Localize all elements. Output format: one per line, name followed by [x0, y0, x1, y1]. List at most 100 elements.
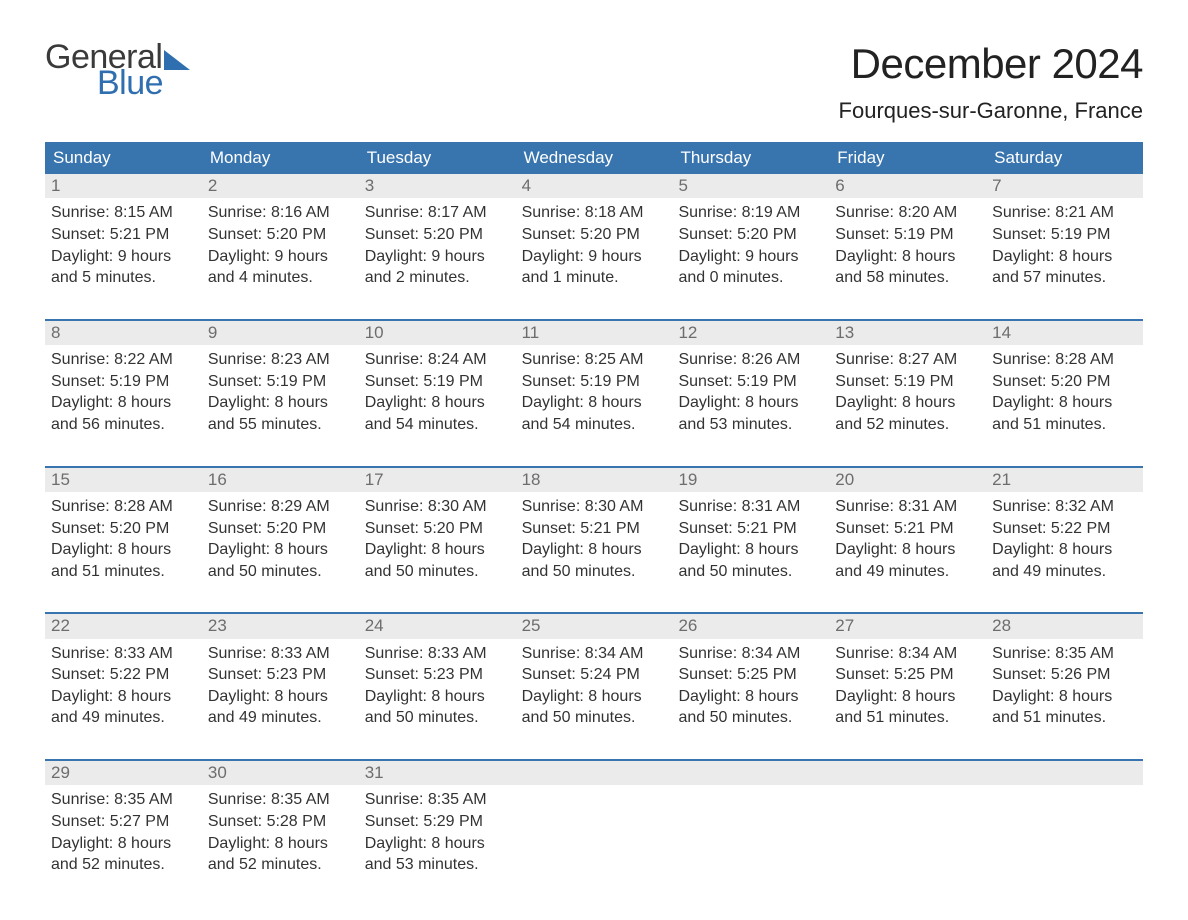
calendar-day: 7Sunrise: 8:21 AMSunset: 5:19 PMDaylight… — [986, 174, 1143, 293]
sunrise-line: Sunrise: 8:22 AM — [51, 349, 196, 371]
sunrise-line: Sunrise: 8:35 AM — [365, 789, 510, 811]
calendar-week: 29Sunrise: 8:35 AMSunset: 5:27 PMDayligh… — [45, 759, 1143, 880]
day-number: 22 — [45, 614, 202, 638]
day-details — [672, 785, 829, 793]
day-number: 2 — [202, 174, 359, 198]
day-number: 20 — [829, 468, 986, 492]
calendar-day: 11Sunrise: 8:25 AMSunset: 5:19 PMDayligh… — [516, 321, 673, 440]
daylight-line-2: and 54 minutes. — [365, 414, 510, 436]
daylight-line-2: and 50 minutes. — [365, 561, 510, 583]
weekday-header-row: SundayMondayTuesdayWednesdayThursdayFrid… — [45, 142, 1143, 174]
calendar-day: 14Sunrise: 8:28 AMSunset: 5:20 PMDayligh… — [986, 321, 1143, 440]
calendar-day: 22Sunrise: 8:33 AMSunset: 5:22 PMDayligh… — [45, 614, 202, 733]
daylight-line-2: and 2 minutes. — [365, 267, 510, 289]
day-number: 8 — [45, 321, 202, 345]
day-number: 6 — [829, 174, 986, 198]
daylight-line-2: and 5 minutes. — [51, 267, 196, 289]
calendar: SundayMondayTuesdayWednesdayThursdayFrid… — [45, 142, 1143, 880]
calendar-day: 4Sunrise: 8:18 AMSunset: 5:20 PMDaylight… — [516, 174, 673, 293]
calendar-day: 9Sunrise: 8:23 AMSunset: 5:19 PMDaylight… — [202, 321, 359, 440]
calendar-day: 29Sunrise: 8:35 AMSunset: 5:27 PMDayligh… — [45, 761, 202, 880]
daylight-line-1: Daylight: 8 hours — [678, 539, 823, 561]
day-number: 10 — [359, 321, 516, 345]
calendar-day: 10Sunrise: 8:24 AMSunset: 5:19 PMDayligh… — [359, 321, 516, 440]
sunrise-line: Sunrise: 8:28 AM — [992, 349, 1137, 371]
calendar-day — [986, 761, 1143, 880]
sunset-line: Sunset: 5:20 PM — [992, 371, 1137, 393]
daylight-line-2: and 52 minutes. — [835, 414, 980, 436]
daylight-line-1: Daylight: 8 hours — [365, 392, 510, 414]
daylight-line-1: Daylight: 9 hours — [365, 246, 510, 268]
daylight-line-1: Daylight: 8 hours — [992, 246, 1137, 268]
sunrise-line: Sunrise: 8:33 AM — [51, 643, 196, 665]
sunrise-line: Sunrise: 8:21 AM — [992, 202, 1137, 224]
day-details: Sunrise: 8:31 AMSunset: 5:21 PMDaylight:… — [829, 492, 986, 586]
day-number: 21 — [986, 468, 1143, 492]
brand-triangle-icon — [164, 50, 190, 70]
daylight-line-2: and 51 minutes. — [992, 414, 1137, 436]
calendar-day: 1Sunrise: 8:15 AMSunset: 5:21 PMDaylight… — [45, 174, 202, 293]
daylight-line-1: Daylight: 8 hours — [208, 686, 353, 708]
calendar-day: 16Sunrise: 8:29 AMSunset: 5:20 PMDayligh… — [202, 468, 359, 587]
day-details: Sunrise: 8:31 AMSunset: 5:21 PMDaylight:… — [672, 492, 829, 586]
daylight-line-1: Daylight: 8 hours — [365, 833, 510, 855]
calendar-day: 12Sunrise: 8:26 AMSunset: 5:19 PMDayligh… — [672, 321, 829, 440]
sunrise-line: Sunrise: 8:32 AM — [992, 496, 1137, 518]
calendar-day: 19Sunrise: 8:31 AMSunset: 5:21 PMDayligh… — [672, 468, 829, 587]
weekday-header: Sunday — [45, 142, 202, 174]
day-details: Sunrise: 8:19 AMSunset: 5:20 PMDaylight:… — [672, 198, 829, 292]
calendar-day: 21Sunrise: 8:32 AMSunset: 5:22 PMDayligh… — [986, 468, 1143, 587]
sunset-line: Sunset: 5:19 PM — [992, 224, 1137, 246]
sunset-line: Sunset: 5:29 PM — [365, 811, 510, 833]
sunset-line: Sunset: 5:19 PM — [835, 224, 980, 246]
sunset-line: Sunset: 5:20 PM — [365, 224, 510, 246]
daylight-line-2: and 50 minutes. — [522, 561, 667, 583]
sunset-line: Sunset: 5:21 PM — [522, 518, 667, 540]
day-number: 5 — [672, 174, 829, 198]
daylight-line-1: Daylight: 9 hours — [51, 246, 196, 268]
sunset-line: Sunset: 5:23 PM — [208, 664, 353, 686]
day-details: Sunrise: 8:17 AMSunset: 5:20 PMDaylight:… — [359, 198, 516, 292]
day-number: 15 — [45, 468, 202, 492]
day-details — [516, 785, 673, 793]
sunset-line: Sunset: 5:20 PM — [208, 518, 353, 540]
daylight-line-1: Daylight: 9 hours — [522, 246, 667, 268]
sunrise-line: Sunrise: 8:17 AM — [365, 202, 510, 224]
day-details: Sunrise: 8:29 AMSunset: 5:20 PMDaylight:… — [202, 492, 359, 586]
sunset-line: Sunset: 5:19 PM — [365, 371, 510, 393]
daylight-line-2: and 49 minutes. — [835, 561, 980, 583]
sunrise-line: Sunrise: 8:34 AM — [522, 643, 667, 665]
daylight-line-1: Daylight: 8 hours — [835, 686, 980, 708]
sunrise-line: Sunrise: 8:19 AM — [678, 202, 823, 224]
calendar-day: 6Sunrise: 8:20 AMSunset: 5:19 PMDaylight… — [829, 174, 986, 293]
brand-word-2: Blue — [97, 66, 190, 100]
daylight-line-1: Daylight: 8 hours — [992, 539, 1137, 561]
day-details: Sunrise: 8:35 AMSunset: 5:28 PMDaylight:… — [202, 785, 359, 879]
day-number: 13 — [829, 321, 986, 345]
daylight-line-1: Daylight: 8 hours — [208, 833, 353, 855]
sunrise-line: Sunrise: 8:23 AM — [208, 349, 353, 371]
daylight-line-2: and 49 minutes. — [51, 707, 196, 729]
day-number: 9 — [202, 321, 359, 345]
daylight-line-2: and 49 minutes. — [992, 561, 1137, 583]
daylight-line-1: Daylight: 8 hours — [208, 392, 353, 414]
location-subtitle: Fourques-sur-Garonne, France — [839, 98, 1143, 124]
calendar-day: 23Sunrise: 8:33 AMSunset: 5:23 PMDayligh… — [202, 614, 359, 733]
daylight-line-2: and 51 minutes. — [992, 707, 1137, 729]
day-number: 26 — [672, 614, 829, 638]
calendar-day: 18Sunrise: 8:30 AMSunset: 5:21 PMDayligh… — [516, 468, 673, 587]
day-number: 17 — [359, 468, 516, 492]
sunset-line: Sunset: 5:24 PM — [522, 664, 667, 686]
daylight-line-1: Daylight: 9 hours — [208, 246, 353, 268]
daylight-line-1: Daylight: 8 hours — [51, 392, 196, 414]
sunrise-line: Sunrise: 8:35 AM — [51, 789, 196, 811]
day-details: Sunrise: 8:21 AMSunset: 5:19 PMDaylight:… — [986, 198, 1143, 292]
sunset-line: Sunset: 5:19 PM — [835, 371, 980, 393]
calendar-day: 15Sunrise: 8:28 AMSunset: 5:20 PMDayligh… — [45, 468, 202, 587]
daylight-line-2: and 53 minutes. — [365, 854, 510, 876]
day-number: 27 — [829, 614, 986, 638]
day-details: Sunrise: 8:15 AMSunset: 5:21 PMDaylight:… — [45, 198, 202, 292]
day-number: 3 — [359, 174, 516, 198]
daylight-line-1: Daylight: 8 hours — [208, 539, 353, 561]
daylight-line-2: and 50 minutes. — [522, 707, 667, 729]
